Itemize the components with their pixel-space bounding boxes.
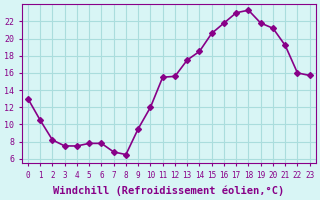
X-axis label: Windchill (Refroidissement éolien,°C): Windchill (Refroidissement éolien,°C) [53,185,284,196]
